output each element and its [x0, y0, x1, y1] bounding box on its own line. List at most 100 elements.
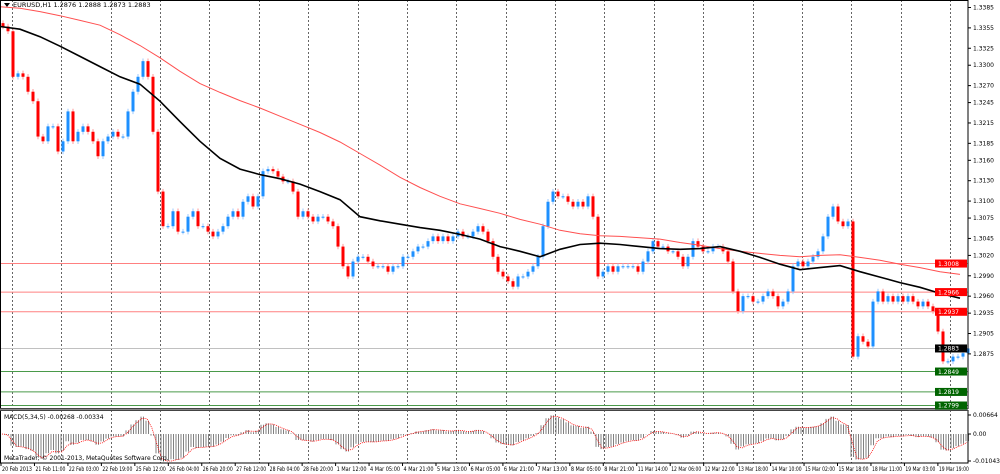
bull-candle — [886, 296, 890, 302]
bear-candle — [21, 73, 25, 77]
macd-indicator — [1, 415, 969, 462]
bear-candle — [176, 211, 180, 232]
bull-candle — [641, 261, 645, 272]
time-axis[interactable]: 20 Feb 2013 21 Feb 11:00 22 Feb 03:00 22 Fe… — [0, 463, 969, 473]
bull-candle — [186, 216, 190, 232]
bull-candle — [471, 231, 475, 237]
bull-candle — [126, 111, 130, 137]
level-label-box — [935, 259, 967, 268]
bull-candle — [961, 353, 965, 357]
x-tick-label: 19 Mar 19:00 — [939, 466, 969, 473]
bear-candle — [71, 111, 75, 142]
bull-candle — [361, 256, 365, 258]
bull-candle — [806, 261, 810, 267]
bear-candle — [481, 226, 485, 232]
bear-candle — [341, 246, 345, 267]
x-tick-label: 13 Mar 18:00 — [738, 466, 768, 473]
macd-axis: 0.00664 0.00 -0.01043 — [968, 412, 1000, 465]
main-panel-border — [0, 0, 969, 409]
bear-candle — [336, 226, 340, 247]
macd-tick-label: -0.01043 — [973, 458, 1000, 465]
bear-candle — [486, 231, 490, 242]
bull-candle — [661, 246, 665, 248]
bull-candle — [711, 246, 715, 252]
bear-candle — [571, 201, 575, 207]
level-label-box — [935, 307, 967, 316]
y-tick-label: 1.3245 — [973, 100, 994, 107]
x-tick-label: 7 Mar 13:00 — [537, 466, 567, 473]
y-tick-label: 1.3300 — [973, 62, 994, 69]
bull-candle — [356, 256, 360, 262]
bear-candle — [861, 336, 865, 342]
level-label: 1.2819 — [938, 389, 959, 396]
bear-candle — [726, 251, 730, 262]
bull-candle — [876, 291, 880, 302]
bull-candle — [651, 241, 655, 252]
level-label: 1.2937 — [938, 309, 959, 316]
x-tick-label: 6 Mar 21:00 — [504, 466, 534, 473]
bear-candle — [676, 251, 680, 257]
bear-candle — [11, 31, 15, 77]
bull-candle — [831, 206, 835, 217]
bear-candle — [91, 131, 95, 142]
bear-candle — [436, 236, 440, 242]
ohlc-readout: 1.2876 1.2888 1.2873 1.2883 — [53, 1, 151, 9]
bull-candle — [16, 73, 20, 77]
chart-title: EURUSD,H1 1.2876 1.2888 1.2873 1.2883 — [4, 1, 151, 9]
bear-candle — [866, 341, 870, 347]
bull-candle — [476, 226, 480, 232]
bear-candle — [881, 291, 885, 302]
level-label: 1.3008 — [938, 261, 959, 268]
bear-candle — [306, 211, 310, 217]
bear-candle — [916, 301, 920, 307]
x-tick-label: 12 Mar 06:00 — [671, 466, 701, 473]
bear-candle — [776, 296, 780, 307]
bear-candle — [366, 256, 370, 262]
x-tick-label: 28 Feb 20:00 — [303, 466, 333, 473]
macd-signal-line — [1, 415, 968, 462]
bull-candle — [516, 276, 520, 287]
bull-candle — [171, 211, 175, 227]
bull-candle — [321, 216, 325, 218]
level-label-box — [935, 401, 967, 410]
bull-candle — [576, 201, 580, 207]
bull-candle — [761, 296, 765, 302]
ma-slow-line — [0, 6, 961, 275]
horizontal-levels — [0, 263, 968, 407]
price-axis[interactable]: 1.3385 1.3355 1.3325 1.3300 1.3270 1.3245 1.32… — [968, 5, 994, 358]
bull-candle — [561, 196, 565, 198]
bull-candle — [536, 256, 540, 267]
x-tick-label: 5 Mar 13:00 — [437, 466, 467, 473]
bull-candle — [191, 211, 195, 217]
bull-candle — [951, 356, 955, 362]
bear-candle — [581, 201, 585, 207]
bull-candle — [646, 251, 650, 262]
bull-candle — [766, 291, 770, 297]
bear-candle — [211, 231, 215, 237]
bear-candle — [501, 271, 505, 277]
ma-fast-line — [0, 25, 961, 299]
x-tick-label: 8 Mar 21:00 — [604, 466, 634, 473]
y-tick-label: 1.3045 — [973, 235, 994, 242]
bull-candle — [316, 216, 320, 222]
bull-candle — [606, 266, 610, 272]
bull-candle — [526, 271, 530, 277]
bull-candle — [421, 246, 425, 248]
y-tick-label: 1.2990 — [973, 273, 994, 280]
bull-candle — [396, 266, 400, 268]
bull-candle — [846, 221, 850, 227]
y-tick-label: 1.3355 — [973, 25, 994, 32]
bull-candle — [781, 301, 785, 307]
bull-candle — [106, 136, 110, 142]
dropdown-triangle-icon[interactable] — [4, 3, 10, 7]
bear-candle — [196, 211, 200, 227]
candles — [1, 20, 970, 365]
y-tick-label: 1.3325 — [973, 45, 994, 52]
bull-candle — [221, 226, 225, 232]
moving-averages — [0, 6, 961, 299]
bear-candle — [751, 296, 755, 302]
bear-candle — [931, 306, 935, 312]
bull-candle — [521, 276, 525, 278]
x-tick-label: 20 Feb 2013 — [2, 466, 32, 473]
